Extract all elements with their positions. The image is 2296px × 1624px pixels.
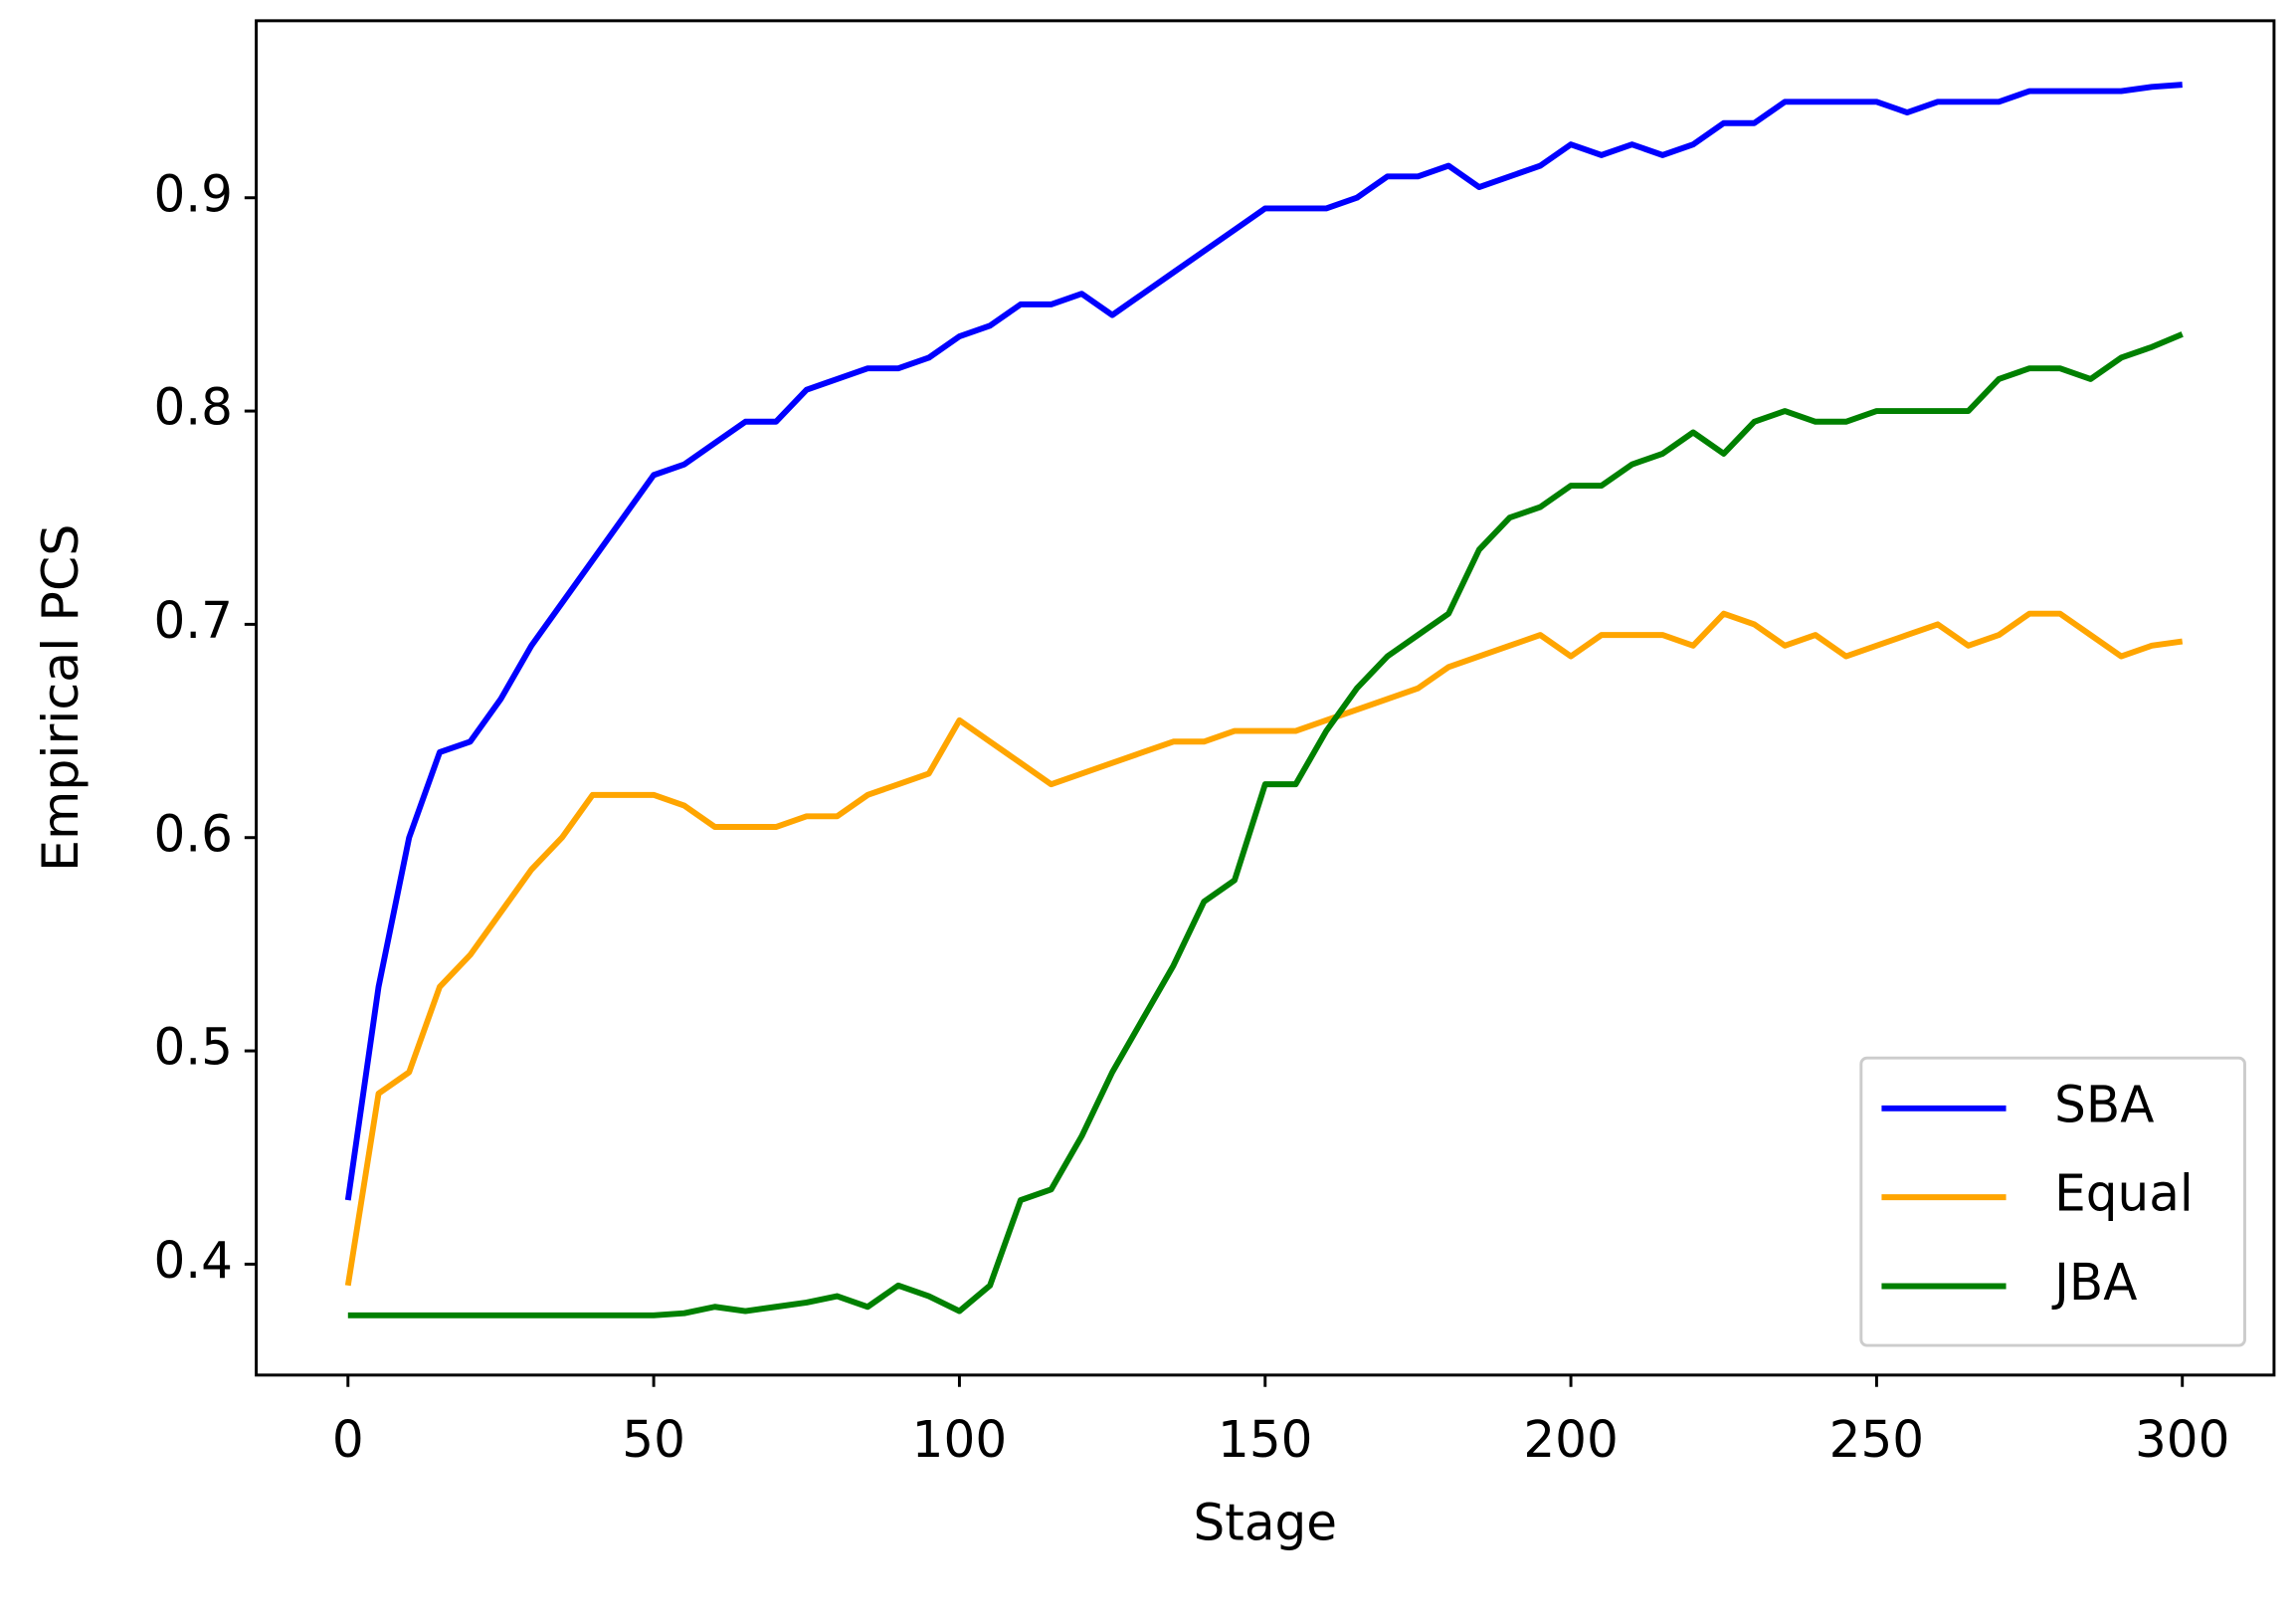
x-tick-label: 0 [332, 1410, 364, 1469]
series-line [344, 610, 2184, 1287]
x-tick-label: 300 [2135, 1410, 2230, 1469]
x-axis-label: Stage [1193, 1493, 1337, 1551]
x-tick-label: 150 [1218, 1410, 1313, 1469]
legend-label: SBA [2054, 1075, 2155, 1133]
y-tick-label: 0.9 [153, 164, 233, 223]
legend-label: JBA [2051, 1253, 2138, 1312]
y-tick-label: 0.6 [153, 804, 233, 863]
y-tick-label: 0.7 [153, 591, 233, 650]
y-tick-label: 0.5 [153, 1017, 233, 1076]
x-tick-label: 250 [1829, 1410, 1925, 1469]
legend-box [1859, 1056, 2246, 1347]
x-tick-label: 100 [912, 1410, 1008, 1469]
x-tick-label: 50 [622, 1410, 685, 1469]
legend-label: Equal [2054, 1163, 2194, 1222]
plot-frame [255, 19, 2276, 1377]
y-axis-label: Empirical PCS [31, 524, 90, 872]
y-tick-label: 0.4 [153, 1231, 233, 1290]
y-tick-label: 0.8 [153, 377, 233, 436]
x-tick-label: 200 [1523, 1410, 1619, 1469]
series-line [347, 331, 2184, 1319]
series-line [344, 82, 2183, 1201]
